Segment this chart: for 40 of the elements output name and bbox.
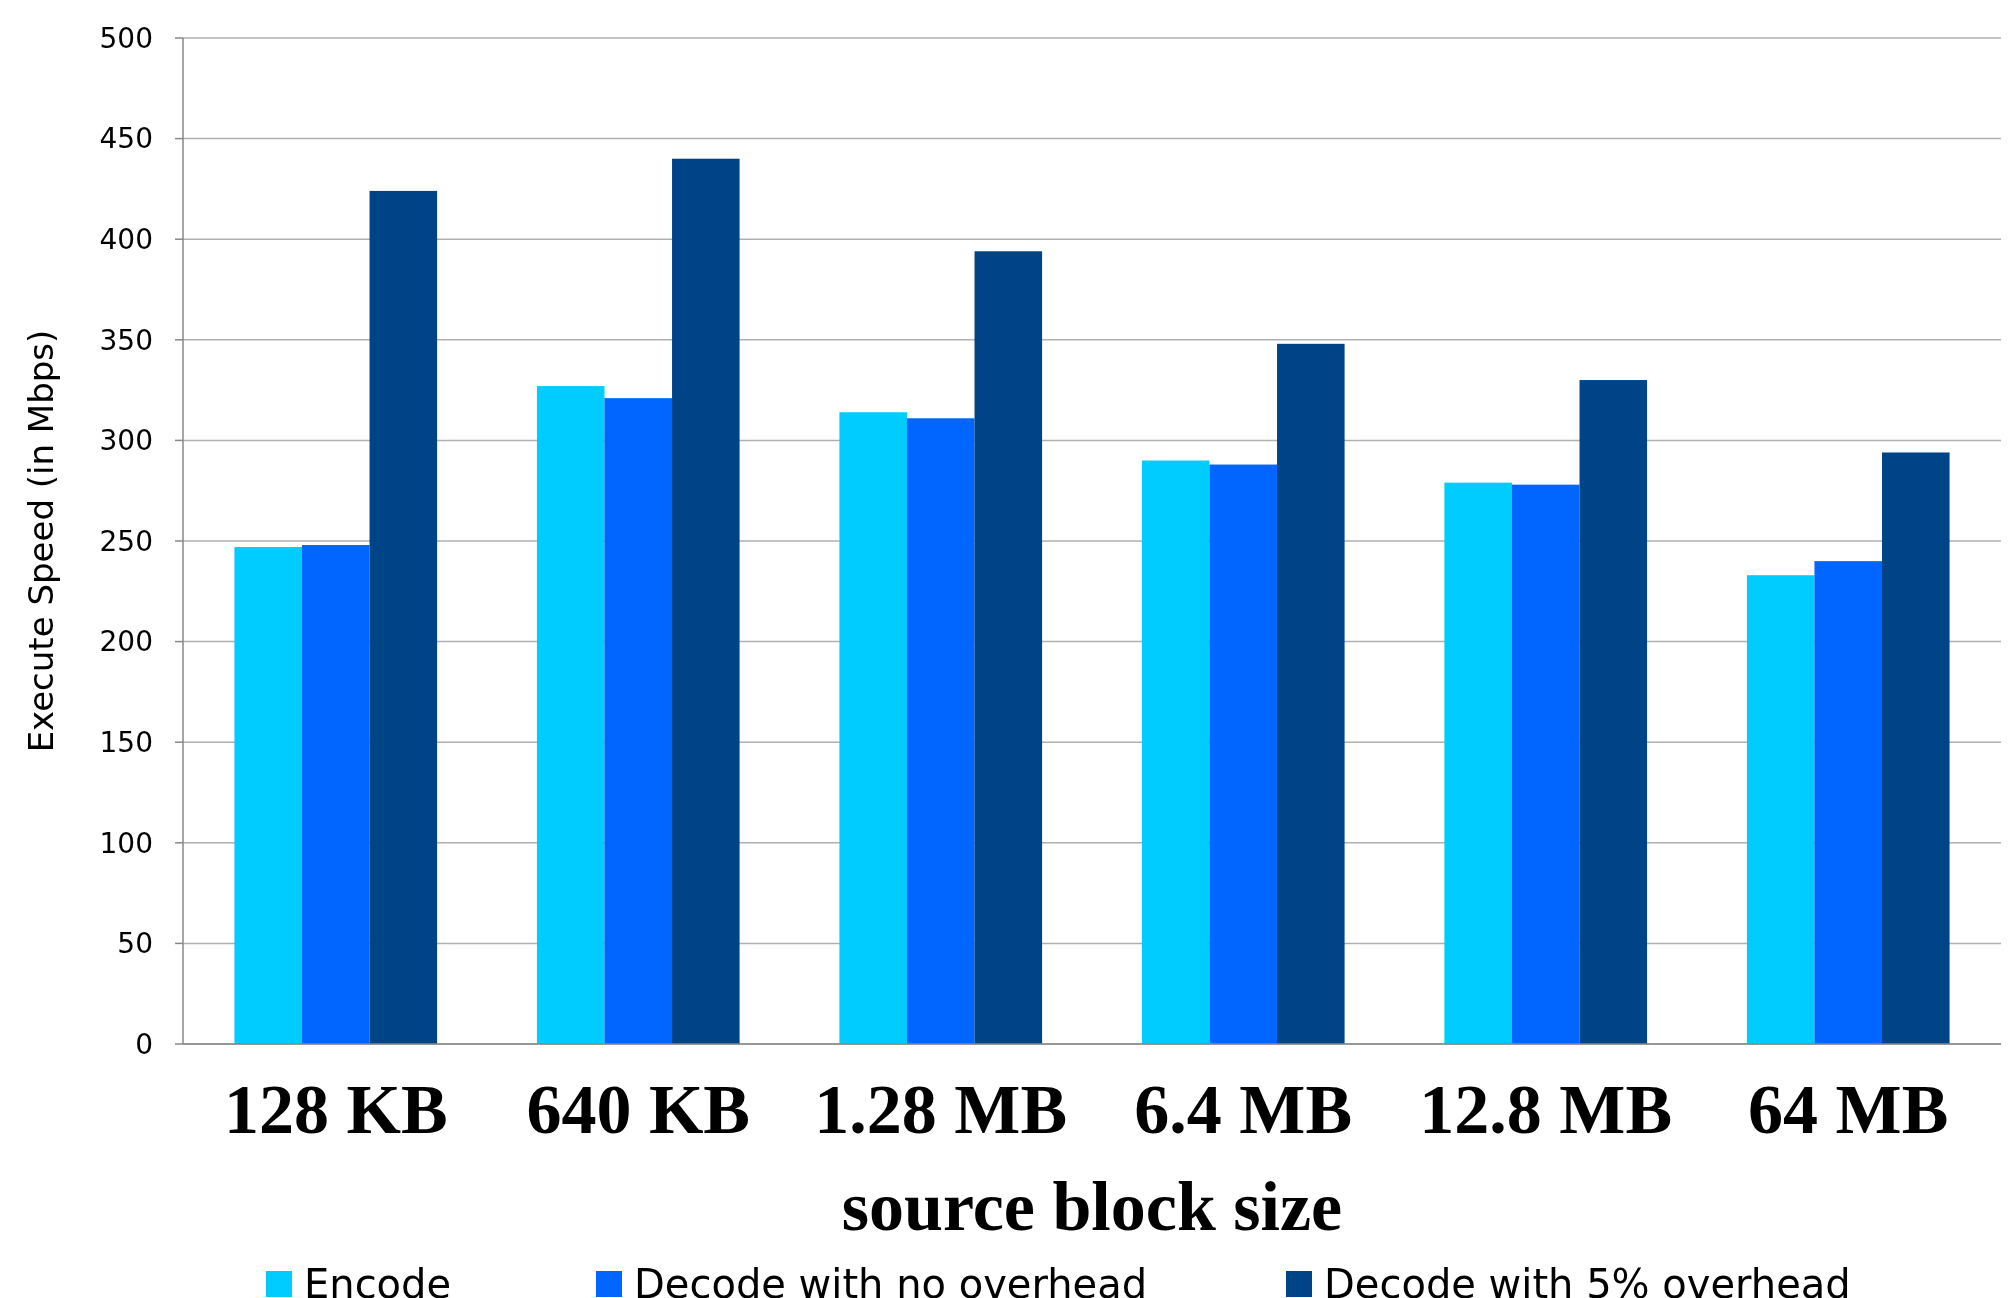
legend-label: Decode with 5% overhead <box>1324 1261 1851 1298</box>
y-tick-label: 350 <box>99 323 153 357</box>
y-tick-label: 450 <box>99 122 153 156</box>
y-tick-label: 50 <box>117 927 153 961</box>
legend-label: Encode <box>304 1261 452 1298</box>
bar <box>839 412 907 1044</box>
bar <box>1444 482 1512 1044</box>
bar <box>1814 561 1883 1044</box>
x-tick-label: 640 KB <box>526 1071 751 1148</box>
x-tick-label: 64 MB <box>1748 1071 1949 1148</box>
x-axis-title: source block size <box>841 1168 1343 1245</box>
x-tick-label: 12.8 MB <box>1419 1071 1673 1148</box>
x-tick-label: 128 KB <box>223 1071 448 1148</box>
bar <box>369 190 438 1044</box>
y-tick-label: 100 <box>99 826 153 860</box>
bar <box>974 251 1043 1044</box>
bar <box>1209 464 1278 1044</box>
y-tick-label: 150 <box>99 726 153 759</box>
y-tick-label: 200 <box>99 625 153 659</box>
bar <box>1511 484 1580 1044</box>
legend-label: Decode with no overhead <box>634 1261 1148 1298</box>
bar <box>1882 452 1950 1044</box>
y-axis-title: Execute Speed (in Mbps) <box>21 329 61 753</box>
bar <box>536 386 605 1044</box>
bar <box>1746 575 1815 1044</box>
y-tick-label: 400 <box>99 223 153 256</box>
y-tick-label: 250 <box>99 524 153 558</box>
x-tick-label: 6.4 MB <box>1134 1071 1353 1148</box>
y-tick-label: 0 <box>135 1027 153 1061</box>
bar <box>604 398 673 1044</box>
bar <box>1579 380 1648 1044</box>
bar <box>1277 343 1345 1044</box>
y-tick-label: 500 <box>99 21 153 55</box>
bar <box>301 545 370 1044</box>
x-tick-label: 1.28 MB <box>814 1071 1068 1148</box>
bar <box>672 158 740 1044</box>
bar <box>234 547 302 1044</box>
bar <box>906 418 975 1044</box>
y-tick-label: 300 <box>99 424 153 458</box>
bar <box>1141 460 1210 1044</box>
